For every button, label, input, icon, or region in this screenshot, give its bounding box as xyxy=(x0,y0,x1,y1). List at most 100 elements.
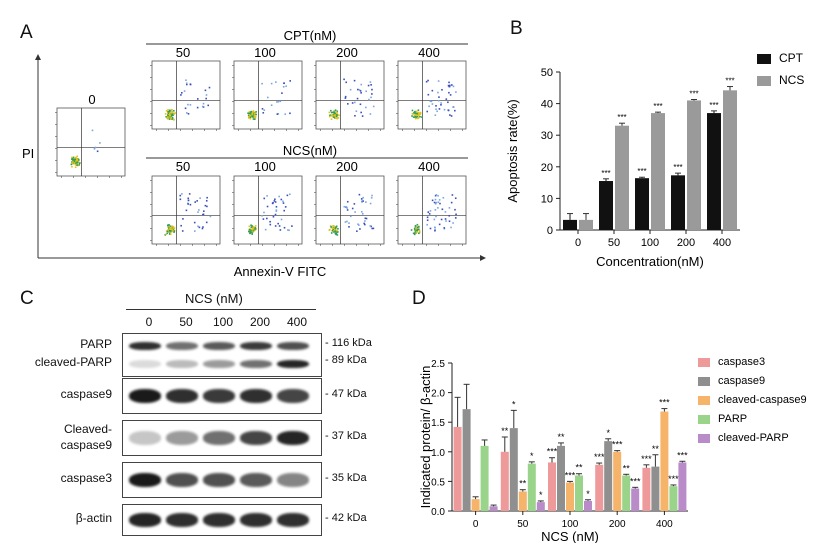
flow-plot-cpt-50-ytick xyxy=(150,77,152,78)
flow-plot-ncs-200-event xyxy=(330,232,333,234)
flow-plot-ncs-200-event xyxy=(329,225,332,227)
x-tick-label-100: 100 xyxy=(562,519,579,530)
flow-plot-ncs-50-xtick xyxy=(216,244,217,246)
flow-plot-cpt-200-event xyxy=(328,114,331,117)
flow-plot-ncs-200-event xyxy=(362,196,364,199)
sig-caspase9-100: ** xyxy=(557,432,565,442)
flow-plot-ncs-50-event xyxy=(168,232,171,235)
flow-plot-ncs-50-xtick xyxy=(204,244,205,246)
y-tick-label: 1.0 xyxy=(431,448,445,459)
flow-plot-ncs-400-event xyxy=(416,228,419,231)
bar-caspase3-50 xyxy=(500,451,509,511)
flow-plot-ncs-400-event xyxy=(434,194,437,197)
flow-plot-cpt-100-event xyxy=(270,82,273,85)
flow-plot-cpt-100-event xyxy=(251,112,253,115)
flow-plot-cpt-200-event xyxy=(333,116,336,118)
blot-label-2: caspase9 xyxy=(60,387,112,401)
flow-plot-cpt-200-event xyxy=(361,115,364,117)
sig-cleaved-PARP-200: *** xyxy=(630,476,641,486)
flow-plot-cpt-400-event xyxy=(417,109,420,112)
flow-plot-cpt-50-xtick xyxy=(204,129,205,131)
flow-plot-cpt-400-event xyxy=(411,115,413,117)
flow-plot-cpt-200-event xyxy=(370,96,372,99)
flow-plot-ncs-400-event xyxy=(426,219,429,222)
bar-caspase9-400 xyxy=(651,466,660,511)
blot-name: PARP xyxy=(80,337,112,351)
flow-plot-ncs-50-event xyxy=(194,201,197,203)
flow-plot-cpt-400-frame xyxy=(397,60,467,130)
flow-plot-ncs-100-event xyxy=(262,218,265,220)
flow-plot-cpt-100-ytick xyxy=(232,125,234,126)
flow-plot-ncs-100-event xyxy=(282,202,285,204)
flow-plot-ncs-100-ytick xyxy=(232,216,234,217)
flow-plot-cpt-200-event xyxy=(345,81,348,84)
sig-CPT-100: *** xyxy=(637,167,646,176)
flow-plot-cpt-400-event xyxy=(418,111,420,114)
flow-plot-cpt-100-event xyxy=(266,96,269,99)
annexin-axis-arrow xyxy=(480,255,486,261)
flow-plot-ncs-400-event xyxy=(434,228,436,231)
flow-plot-ncs-400-event xyxy=(434,229,436,232)
flow-plot-cpt-100-event xyxy=(289,80,292,82)
flow-plot-cpt-100-event xyxy=(277,100,280,103)
band xyxy=(203,360,235,368)
y-tick-label: 0.0 xyxy=(431,507,445,518)
flow-plot-cpt-400-event xyxy=(430,100,433,103)
bar-caspase3-200 xyxy=(595,464,604,511)
flow-plot-cpt-100-xtick xyxy=(274,129,275,131)
flow-plot-control-event xyxy=(93,148,96,150)
blot-2 xyxy=(122,378,322,414)
flow-plot-ncs-100-event xyxy=(274,198,276,201)
flow-plot-cpt-100-event xyxy=(252,114,255,117)
panel-c-label: C xyxy=(20,288,34,309)
flow-plot-ncs-200-event xyxy=(332,231,335,233)
flow-plot-ncs-50-event xyxy=(173,227,176,229)
ncs-conc-100: 100 xyxy=(254,159,276,174)
flow-plot-control-event xyxy=(71,161,73,164)
flow-plot-cpt-50-event xyxy=(165,110,168,112)
flow-plot-ncs-100-event xyxy=(266,217,268,220)
flow-plot-cpt-400-event xyxy=(419,113,422,115)
flow-plot-control-frame xyxy=(56,107,126,177)
flow-plot-ncs-400-event xyxy=(443,227,446,229)
ncs-header: NCS (nM) xyxy=(185,291,243,306)
flow-plot-cpt-50-event xyxy=(171,113,173,115)
kda-secondary: - 89 kDa xyxy=(325,354,367,366)
flow-plot-cpt-400-event xyxy=(441,88,443,91)
flow-plot-ncs-100-event xyxy=(291,225,293,227)
flow-plot-ncs-100-ytick xyxy=(232,180,234,181)
flow-plot-ncs-400-event xyxy=(435,201,438,204)
flow-plot-cpt-200-event xyxy=(353,79,356,82)
flow-plot-ncs-50-event xyxy=(169,231,172,233)
flow-plot-ncs-400-event xyxy=(413,232,416,234)
x-tick-label-50: 50 xyxy=(608,237,620,249)
cpt-conc-200: 200 xyxy=(336,45,358,60)
flow-plot-ncs-400 xyxy=(396,175,467,246)
flow-plot-cpt-100-event xyxy=(253,114,256,117)
flow-plot-cpt-50-event xyxy=(169,111,171,113)
flow-plot-cpt-400-event xyxy=(427,79,429,82)
flow-plot-control-event xyxy=(71,162,74,165)
legend-label-PARP: PARP xyxy=(718,413,747,425)
flow-plot-ncs-100-event xyxy=(261,214,263,217)
legend-label-cleaved-caspase9: cleaved-caspase9 xyxy=(718,394,807,406)
flow-plot-control-event xyxy=(77,163,79,166)
flow-plot-cpt-100-event xyxy=(249,115,252,117)
flow-plot-ncs-100-event xyxy=(274,201,277,203)
flow-plot-ncs-50-event xyxy=(198,226,201,229)
sig-caspase9-50: * xyxy=(512,399,516,409)
flow-plot-control-ytick xyxy=(55,124,57,125)
flow-plot-cpt-400-event xyxy=(431,103,434,105)
flow-plot-ncs-100-event xyxy=(248,228,251,231)
flow-plot-ncs-200-event xyxy=(358,193,361,196)
flow-plot-ncs-50-event xyxy=(169,230,172,232)
flow-plot-ncs-50-event xyxy=(166,224,169,227)
flow-plot-cpt-50-event xyxy=(167,114,169,117)
flow-plot-cpt-50-xtick xyxy=(180,129,181,131)
flow-plot-ncs-200-event xyxy=(364,220,366,222)
flow-plot-cpt-50-event xyxy=(202,102,205,105)
y-tick-label: 30 xyxy=(541,130,553,142)
bar-caspase3-100 xyxy=(548,462,556,511)
flow-plot-cpt-400-ytick xyxy=(396,65,398,66)
flow-plot-ncs-50-event xyxy=(188,193,191,195)
